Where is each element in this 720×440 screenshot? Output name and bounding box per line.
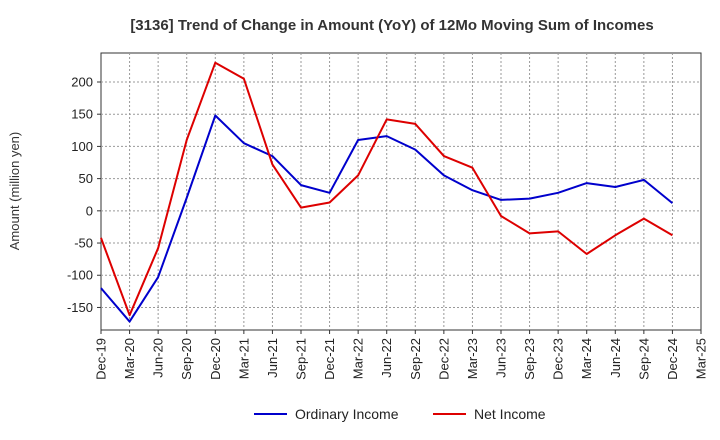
plot-area [100,52,702,331]
series-lines [100,61,674,323]
legend-label: Ordinary Income [295,406,399,422]
x-tick-label: Jun-22 [379,338,394,378]
x-tick-label: Dec-23 [551,338,566,380]
y-axis-label: Amount (million yen) [7,132,22,251]
x-tick-label: Sep-22 [408,338,423,380]
y-tick-label: -150 [67,300,93,315]
x-tick-label: Dec-21 [322,338,337,380]
x-tick-label: Dec-24 [665,338,680,380]
x-tick-label: Dec-22 [436,338,451,380]
y-tick-label: -100 [67,268,93,283]
x-tick-label: Dec-20 [208,338,223,380]
chart-title: [3136] Trend of Change in Amount (YoY) o… [130,17,653,34]
x-tick-label: Jun-24 [608,338,623,378]
x-tick-label: Dec-19 [94,338,109,380]
x-tick-label: Sep-21 [294,338,309,380]
y-tick-label: 150 [71,107,93,122]
y-axis-ticks: 200 150 100 50 0 -50 -100 -150 [67,74,101,315]
x-tick-label: Mar-24 [579,338,594,379]
series-line-ordinary-income [100,114,674,323]
legend-label: Net Income [474,406,546,422]
y-tick-label: 0 [86,203,93,218]
legend: Ordinary Income Net Income [254,406,546,422]
grid [101,53,701,330]
x-tick-label: Mar-21 [236,338,251,379]
series-line-net-income [100,61,673,317]
y-tick-label: 50 [79,171,93,186]
y-tick-label: 200 [71,74,93,89]
y-tick-label: -50 [74,236,93,251]
x-tick-label: Sep-20 [179,338,194,380]
x-tick-label: Mar-20 [122,338,137,379]
x-tick-label: Mar-23 [465,338,480,379]
x-tick-label: Jun-20 [151,338,166,378]
x-tick-label: Sep-23 [522,338,537,380]
x-tick-label: Jun-23 [494,338,509,378]
x-tick-label: Sep-24 [636,338,651,380]
x-axis-ticks: Dec-19 Mar-20 Jun-20 Sep-20 Dec-20 Mar-21 Jun-… [94,330,709,380]
x-tick-label: Mar-25 [694,338,709,379]
x-tick-label: Jun-21 [265,338,280,378]
x-tick-label: Mar-22 [351,338,366,379]
y-tick-label: 100 [71,139,93,154]
